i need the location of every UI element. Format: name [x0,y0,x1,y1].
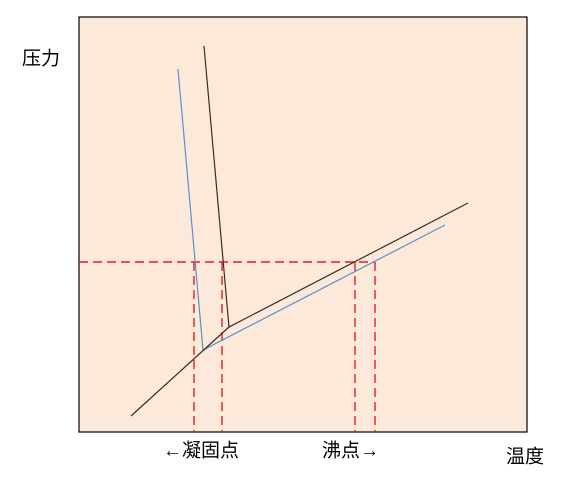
boiling-point-label: 沸点→ [322,439,379,461]
y-axis-label: 压力 [22,47,60,69]
freezing-point-label: ←凝固点 [163,439,239,461]
solvent-curves [130,45,469,417]
plot-area [78,16,528,433]
x-axis-label: 温度 [506,445,544,467]
reference-lines [79,261,376,432]
sublimation-curve [130,326,230,417]
